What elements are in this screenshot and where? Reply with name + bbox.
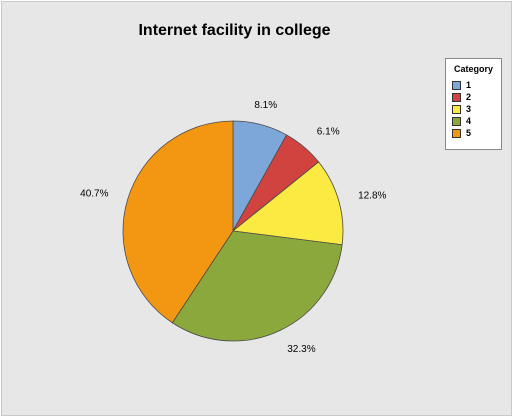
legend-item-5: 5 xyxy=(452,128,471,138)
legend-item-3: 3 xyxy=(452,104,471,114)
legend-item-4: 4 xyxy=(452,116,471,126)
slice-label-5: 40.7% xyxy=(80,189,108,200)
legend-label-4: 4 xyxy=(466,116,472,126)
legend-swatch-3 xyxy=(452,104,461,114)
legend-label-2: 2 xyxy=(466,92,472,102)
slice-label-3: 12.8% xyxy=(358,191,386,202)
pie-slice-3 xyxy=(232,161,344,246)
legend-swatch-4 xyxy=(452,116,461,126)
legend-swatch-1 xyxy=(452,80,461,90)
slice-label-1: 8.1% xyxy=(254,100,277,111)
slice-label-4: 32.3% xyxy=(287,344,315,355)
legend-swatch-2 xyxy=(452,92,461,102)
chart-title: Internet facility in college xyxy=(138,22,331,39)
legend-label-3: 3 xyxy=(466,104,472,114)
legend: Category 1 2 3 4 5 xyxy=(445,58,502,150)
pie-slice-5 xyxy=(122,120,234,324)
pie-slice-4 xyxy=(171,230,343,342)
legend-label-1: 1 xyxy=(466,80,472,90)
slice-label-2: 6.1% xyxy=(317,127,340,138)
legend-label-5: 5 xyxy=(466,128,472,138)
legend-swatch-5 xyxy=(452,128,461,138)
legend-title: Category xyxy=(453,64,493,74)
legend-item-1: 1 xyxy=(452,80,471,90)
legend-item-2: 2 xyxy=(452,92,471,102)
